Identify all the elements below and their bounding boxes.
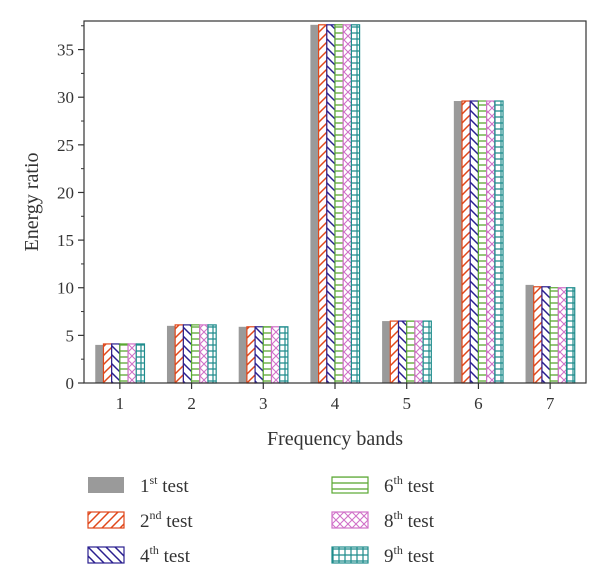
legend-item-6th: 6th test [331, 473, 435, 497]
y-tick-label: 0 [66, 374, 75, 393]
bar-4th-band-5 [397, 320, 408, 384]
y-tick-label: 10 [57, 279, 74, 298]
bar-4th-band-7 [541, 286, 551, 384]
y-tick-label: 35 [57, 41, 74, 60]
legend-item-1st: 1st test [88, 473, 189, 497]
x-tick-label: 2 [187, 394, 196, 413]
bar-8th-band-7 [557, 287, 568, 384]
bar-4th-band-2 [182, 324, 193, 384]
bars-layer [95, 24, 576, 384]
bar-9th-band-4 [350, 24, 361, 384]
y-axis-title: Energy ratio [21, 152, 43, 251]
y-tick-label: 20 [57, 183, 74, 202]
bar-9th-band-5 [422, 320, 432, 384]
x-axis: 1 2 3 4 5 6 7 [116, 383, 555, 413]
bar-2nd-band-6 [461, 100, 471, 384]
legend-label: 4th test [140, 543, 191, 567]
bar-6th-band-2 [190, 324, 201, 384]
legend-item-2nd: 2nd test [87, 508, 193, 532]
bar-2nd-band-4 [318, 24, 328, 384]
legend-item-4th: 4th test [87, 543, 191, 567]
legend: 1st test 2nd test 4th test 6th test 8th test… [87, 473, 435, 567]
x-tick-label: 5 [402, 394, 411, 413]
bar-6th-band-7 [549, 287, 559, 384]
bar-8th-band-5 [414, 320, 424, 384]
legend-swatch [88, 477, 124, 493]
y-tick-label: 25 [57, 136, 74, 155]
bar-1st-band-1 [95, 344, 104, 383]
bar-9th-band-3 [279, 326, 289, 384]
legend-item-9th: 9th test [331, 543, 435, 567]
bar-9th-band-1 [135, 343, 146, 384]
x-tick-label: 6 [474, 394, 483, 413]
bar-1st-band-6 [453, 101, 463, 384]
x-tick-label: 3 [259, 394, 268, 413]
x-axis-title: Frequency bands [267, 428, 403, 450]
bar-1st-band-2 [166, 325, 176, 383]
bar-6th-band-5 [406, 320, 416, 384]
y-axis: 0 5 10 15 20 25 30 35 [57, 25, 84, 393]
legend-label: 8th test [384, 508, 435, 532]
bar-4th-band-1 [111, 343, 121, 384]
bar-6th-band-6 [477, 100, 488, 384]
legend-swatch [87, 546, 125, 564]
legend-item-8th: 8th test [331, 508, 435, 532]
bar-1st-band-5 [382, 321, 391, 383]
bar-8th-band-1 [127, 343, 137, 384]
legend-label: 9th test [384, 543, 435, 567]
legend-swatch [331, 476, 369, 494]
bar-9th-band-7 [565, 287, 576, 384]
bar-4th-band-3 [254, 326, 264, 384]
legend-label: 6th test [384, 473, 435, 497]
bar-1st-band-3 [238, 326, 247, 383]
bar-9th-band-6 [494, 100, 504, 384]
y-tick-label: 30 [57, 88, 74, 107]
bar-1st-band-4 [310, 24, 319, 384]
bar-8th-band-2 [199, 324, 209, 384]
x-tick-label: 7 [546, 394, 555, 413]
bar-4th-band-4 [326, 24, 336, 384]
bar-8th-band-4 [342, 24, 353, 384]
bar-2nd-band-5 [389, 320, 400, 384]
bar-6th-band-3 [262, 326, 273, 384]
x-tick-label: 1 [116, 394, 125, 413]
bar-8th-band-3 [270, 326, 281, 384]
bar-6th-band-4 [334, 24, 344, 384]
bar-1st-band-7 [525, 284, 534, 383]
x-tick-label: 4 [331, 394, 340, 413]
bar-2nd-band-3 [246, 326, 256, 384]
bar-4th-band-6 [469, 100, 480, 384]
y-tick-label: 5 [66, 326, 75, 345]
bar-9th-band-2 [207, 324, 217, 384]
legend-label: 1st test [140, 473, 189, 497]
bar-6th-band-1 [119, 343, 129, 384]
legend-swatch [331, 511, 369, 529]
bar-2nd-band-1 [102, 343, 113, 384]
bar-8th-band-6 [486, 100, 496, 384]
legend-label: 2nd test [140, 508, 193, 532]
bar-2nd-band-2 [174, 324, 184, 384]
legend-swatch [331, 546, 369, 564]
legend-swatch [87, 511, 125, 529]
bar-2nd-band-7 [533, 286, 543, 384]
y-tick-label: 15 [57, 231, 74, 250]
